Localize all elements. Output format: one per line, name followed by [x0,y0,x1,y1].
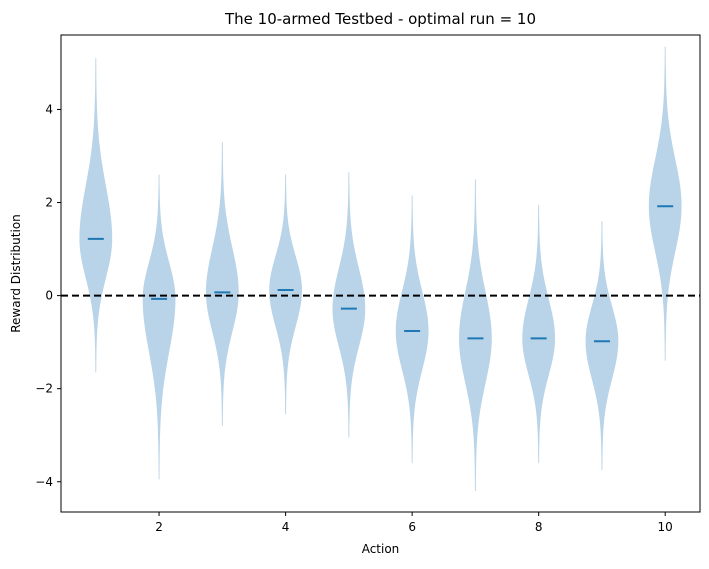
medians-group [87,205,674,343]
violin-3 [205,142,239,426]
x-tick-label: 8 [535,520,543,534]
violin-7 [459,179,492,492]
x-tick-label: 2 [155,520,163,534]
violin-5 [332,172,366,438]
violin-6 [395,195,429,464]
y-tick-label: 0 [45,289,53,303]
x-ticks-group: 2 4 6 8 10 [155,512,673,534]
axes-frame [60,34,701,513]
x-tick-label: 6 [408,520,416,534]
chart-title: The 10-armed Testbed - optimal run = 10 [224,10,536,28]
violin-4 [269,174,302,415]
y-tick-label: 2 [45,196,53,210]
violin-10 [648,46,682,361]
y-tick-label: 4 [45,102,53,116]
violins-group [79,46,682,492]
violin-9 [585,221,619,471]
y-tick-label: −2 [35,382,53,396]
y-axis-label: Reward Distribution [9,214,23,333]
violin-8 [522,204,556,464]
y-tick-label: −4 [35,475,53,489]
x-tick-label: 10 [658,520,673,534]
y-ticks-group: −4 −2 0 2 4 [35,102,61,489]
violin-2 [142,174,176,480]
violin-1 [79,58,113,373]
x-tick-label: 4 [282,520,290,534]
x-axis-label: Action [362,542,400,556]
